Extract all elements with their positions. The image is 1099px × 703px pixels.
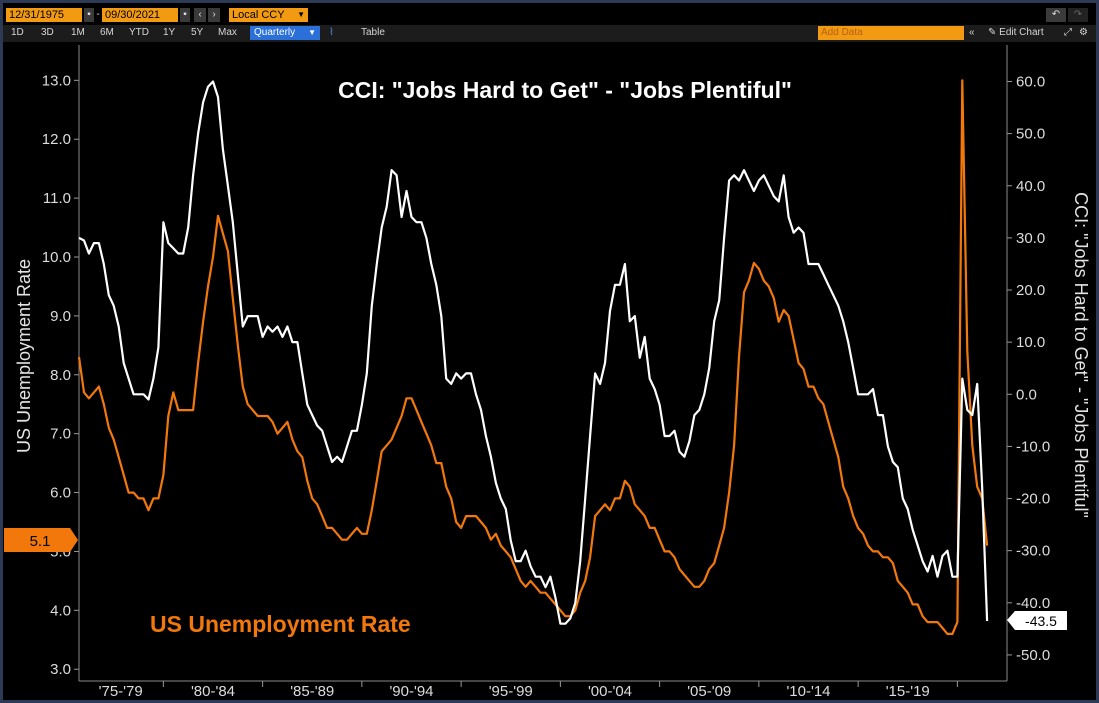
toolbar-range: 1D 3D 1M 6M YTD 1Y 5Y Max Quarterly ▼ ⌇ … — [3, 25, 1096, 42]
collapse-icon[interactable]: « — [969, 27, 975, 38]
series-line-unemployment — [77, 79, 989, 635]
x-tick-label: '00-'04 — [588, 683, 632, 700]
left-tick-label: 11.0 — [43, 190, 71, 207]
right-tick-label: -50.0 — [1016, 647, 1050, 664]
table-button[interactable]: Table — [361, 27, 385, 38]
last-value-badge-left: 5.1 — [4, 528, 78, 552]
frequency-label: Quarterly — [254, 27, 296, 38]
next-arrow-icon[interactable]: › — [208, 8, 220, 22]
left-tick-label: 3.0 — [50, 661, 71, 678]
right-tick-label: 0.0 — [1016, 386, 1037, 403]
range-1y[interactable]: 1Y — [163, 27, 176, 38]
last-value-badge-right: -43.5 — [1007, 611, 1067, 630]
range-max[interactable]: Max — [218, 27, 237, 38]
end-date-field[interactable]: 09/30/2021 — [102, 8, 178, 22]
left-tick-label: 9.0 — [50, 308, 71, 325]
right-axis-title: CCI: "Jobs Hard to Get" - "Jobs Plentifu… — [1071, 192, 1091, 518]
toolbar-top: 12/31/1975 ▪ - 09/30/2021 ▪ ‹ › Local CC… — [3, 3, 1096, 25]
left-tick-label: 12.0 — [42, 131, 71, 148]
right-tick-label: 20.0 — [1016, 282, 1045, 299]
left-tick-label: 13.0 — [42, 72, 71, 89]
x-axis: '75-'79 '80-'84 '85-'89 '90-'94 '95-'99 '00-'… — [99, 681, 958, 700]
left-axis-title: US Unemployment Rate — [14, 259, 34, 453]
x-tick-label: '80-'84 — [191, 683, 235, 700]
series-label-unemployment: US Unemployment Rate — [150, 611, 411, 637]
redo-icon[interactable]: ↷ — [1068, 8, 1088, 22]
add-data-input[interactable]: Add Data — [818, 26, 964, 40]
prev-arrow-icon[interactable]: ‹ — [194, 8, 206, 22]
date-separator: - — [95, 8, 101, 22]
range-6m[interactable]: 6M — [100, 27, 114, 38]
range-3d[interactable]: 3D — [41, 27, 54, 38]
x-tick-label: '10-'14 — [786, 683, 830, 700]
gear-icon[interactable]: ⚙ — [1079, 27, 1088, 38]
frequency-select[interactable]: Quarterly ▼ — [250, 26, 320, 40]
pencil-icon: ✎ — [988, 27, 997, 38]
right-tick-label: 10.0 — [1016, 334, 1045, 351]
right-tick-label: 40.0 — [1016, 178, 1045, 195]
edit-chart-label: Edit Chart — [999, 27, 1044, 38]
x-tick-label: '15-'19 — [886, 683, 930, 700]
currency-label: Local CCY — [232, 9, 285, 21]
left-tick-label: 4.0 — [50, 602, 71, 619]
left-tick-label: 10.0 — [42, 249, 71, 266]
series-line-cci — [78, 80, 989, 625]
x-tick-label: '75-'79 — [99, 683, 143, 700]
x-tick-label: '85-'89 — [290, 683, 334, 700]
right-tick-label: 30.0 — [1016, 230, 1045, 247]
currency-select[interactable]: Local CCY ▼ — [229, 8, 308, 22]
last-value-unemployment: 5.1 — [30, 533, 51, 550]
right-tick-label: 60.0 — [1016, 73, 1045, 90]
range-ytd[interactable]: YTD — [129, 27, 149, 38]
left-axis: 3.04.05.06.07.08.09.010.011.012.013.0 — [42, 72, 79, 678]
range-1m[interactable]: 1M — [71, 27, 85, 38]
x-tick-label: '90-'94 — [389, 683, 433, 700]
range-1d[interactable]: 1D — [11, 27, 24, 38]
chevron-down-icon: ▼ — [308, 28, 316, 37]
left-tick-label: 6.0 — [50, 485, 71, 502]
left-tick-label: 8.0 — [50, 367, 71, 384]
calendar-icon[interactable]: ▪ — [180, 8, 190, 22]
right-tick-label: -10.0 — [1016, 438, 1050, 455]
chevron-down-icon: ▼ — [297, 10, 305, 19]
right-tick-label: -30.0 — [1016, 543, 1050, 560]
plot-area — [77, 45, 1008, 682]
right-axis: -50.0 -40.0 -30.0 -20.0 -10.0 0.0 10.0 20.0 30.0… — [1007, 73, 1050, 664]
undo-icon[interactable]: ↶ — [1046, 8, 1066, 22]
left-tick-label: 7.0 — [50, 426, 71, 443]
right-tick-label: -40.0 — [1016, 595, 1050, 612]
edit-chart-button[interactable]: ✎ Edit Chart — [988, 27, 1044, 38]
range-5y[interactable]: 5Y — [191, 27, 204, 38]
right-tick-label: -20.0 — [1016, 491, 1050, 508]
right-tick-label: 50.0 — [1016, 126, 1045, 143]
x-tick-label: '95-'99 — [489, 683, 533, 700]
calendar-icon[interactable]: ▪ — [84, 8, 94, 22]
start-date-field[interactable]: 12/31/1975 — [6, 8, 82, 22]
chart-title: CCI: "Jobs Hard to Get" - "Jobs Plentifu… — [338, 77, 792, 103]
x-tick-label: '05-'09 — [687, 683, 731, 700]
last-value-cci: -43.5 — [1025, 613, 1057, 629]
line-chart-icon[interactable]: ⌇ — [329, 27, 334, 38]
resize-icon[interactable]: ⤢ — [1064, 27, 1072, 38]
